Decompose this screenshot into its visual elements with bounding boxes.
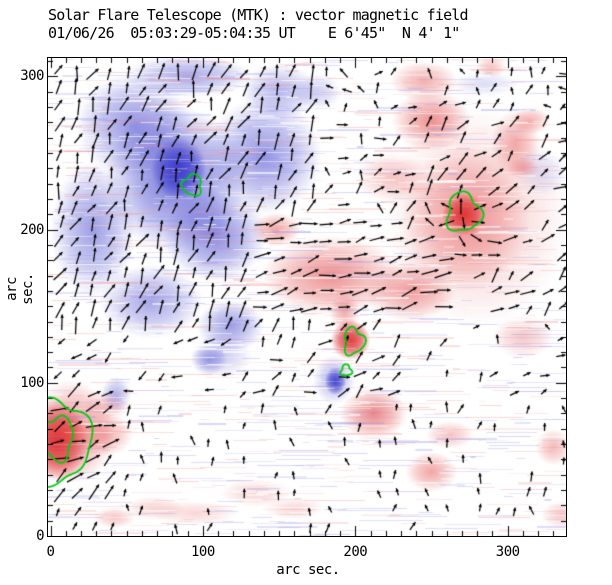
magnetogram-canvas	[48, 58, 566, 536]
x-tick-label: 0	[46, 544, 55, 560]
x-tick-label: 300	[495, 544, 520, 560]
y-tick-label: 0	[36, 528, 44, 544]
figure-subtitle: 01/06/26 05:03:29-05:04:35 UT E 6'45" N …	[48, 24, 460, 42]
figure-title: Solar Flare Telescope (MTK) : vector mag…	[48, 6, 469, 24]
plot-frame	[47, 57, 567, 537]
x-axis-label: arc sec.	[276, 562, 340, 578]
y-axis-label: arc sec.	[4, 273, 36, 305]
x-tick-label: 100	[190, 544, 215, 560]
x-tick-label: 200	[343, 544, 368, 560]
y-tick-label: 100	[20, 374, 44, 391]
y-tick-label: 300	[20, 68, 44, 85]
y-tick-label: 200	[20, 221, 44, 238]
